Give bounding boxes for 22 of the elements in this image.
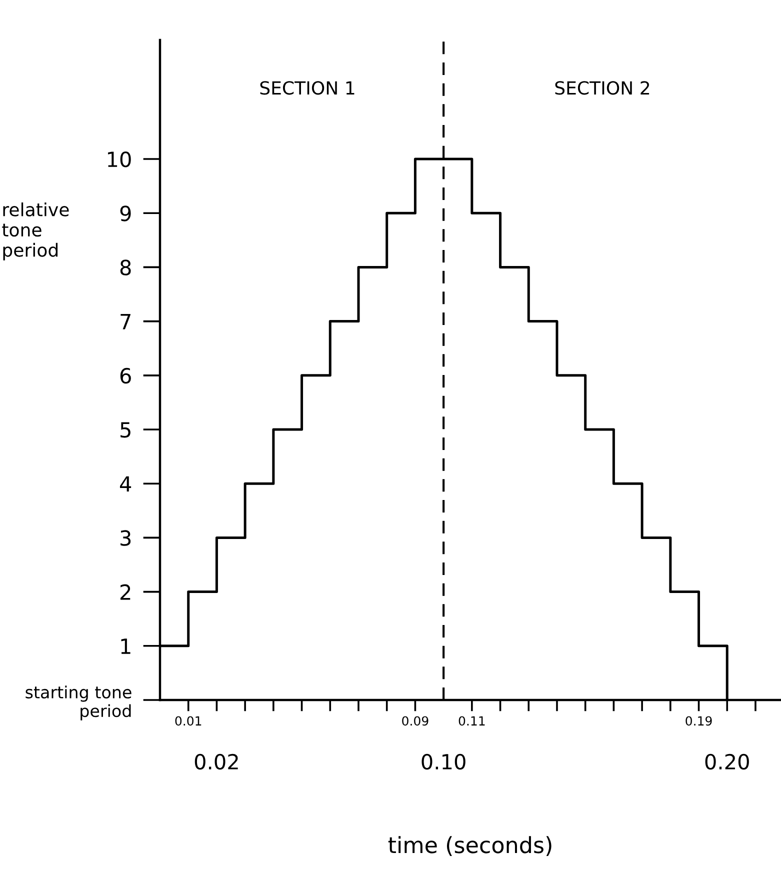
x-tick-label: 0.11 — [458, 716, 485, 726]
y-tick-label: starting tone period — [26, 686, 132, 720]
x-axis-title: time (seconds) — [388, 836, 552, 856]
y-tick-label: 9 — [120, 206, 131, 222]
y-tick-label: 8 — [120, 260, 131, 276]
y-tick-label: 7 — [120, 314, 130, 330]
x2-tick-label: 0.20 — [705, 754, 749, 770]
x-tick-label: 0.09 — [402, 716, 428, 726]
y-axis-title: relative tone period — [2, 202, 69, 260]
annotation: SECTION 1 — [260, 81, 354, 95]
y-tick-label: 2 — [120, 584, 130, 600]
y-tick-label: 6 — [120, 368, 131, 384]
y-tick-label: 10 — [108, 151, 131, 168]
y-tick-label: 3 — [120, 530, 131, 546]
x2-tick-label: 0.02 — [194, 754, 238, 770]
x-tick-label: 0.19 — [686, 716, 712, 726]
y-tick-label: 1 — [121, 638, 130, 654]
annotation: SECTION 2 — [555, 81, 650, 95]
y-tick-label: 4 — [120, 476, 132, 492]
x2-tick-label: 0.10 — [422, 754, 466, 770]
y-tick-label: 5 — [120, 422, 130, 438]
x-tick-label: 0.01 — [175, 716, 202, 726]
